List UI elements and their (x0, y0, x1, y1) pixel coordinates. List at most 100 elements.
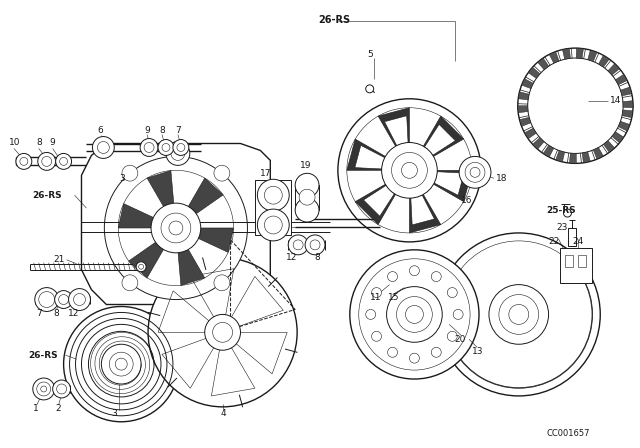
Text: 10: 10 (9, 138, 20, 147)
Text: 19: 19 (300, 161, 312, 170)
Text: 12: 12 (68, 309, 79, 318)
Circle shape (372, 332, 381, 341)
Circle shape (42, 156, 52, 166)
Circle shape (16, 154, 32, 169)
Text: 23: 23 (557, 224, 568, 233)
Circle shape (20, 157, 28, 165)
Polygon shape (518, 92, 529, 100)
Circle shape (295, 198, 319, 222)
Polygon shape (622, 110, 633, 118)
Circle shape (465, 162, 485, 182)
Polygon shape (576, 48, 584, 59)
Polygon shape (608, 64, 620, 75)
Circle shape (499, 294, 539, 334)
Polygon shape (188, 178, 223, 214)
Circle shape (410, 353, 419, 363)
Polygon shape (434, 172, 464, 195)
Circle shape (293, 240, 303, 250)
Circle shape (453, 310, 463, 319)
Circle shape (392, 152, 428, 188)
Circle shape (161, 213, 191, 243)
Text: 7: 7 (36, 309, 42, 318)
Polygon shape (433, 170, 472, 202)
Circle shape (264, 216, 282, 234)
Text: 12: 12 (286, 253, 298, 262)
Circle shape (489, 284, 548, 344)
Circle shape (470, 168, 480, 177)
Text: CC001657: CC001657 (547, 429, 590, 438)
Circle shape (295, 173, 319, 197)
Circle shape (36, 382, 51, 396)
Text: 22: 22 (548, 237, 560, 246)
Text: 11: 11 (370, 293, 381, 302)
Polygon shape (522, 79, 533, 89)
Polygon shape (129, 242, 163, 278)
Polygon shape (588, 50, 597, 61)
Circle shape (305, 235, 325, 255)
Polygon shape (525, 128, 536, 139)
Text: 14: 14 (610, 96, 621, 105)
Polygon shape (81, 143, 270, 305)
Polygon shape (582, 152, 590, 163)
Circle shape (136, 262, 146, 271)
Circle shape (60, 157, 68, 165)
Circle shape (388, 347, 397, 357)
Polygon shape (147, 171, 173, 207)
Circle shape (57, 384, 67, 394)
Polygon shape (618, 121, 630, 131)
Circle shape (109, 352, 133, 376)
Polygon shape (355, 146, 385, 169)
Text: 4: 4 (221, 409, 227, 418)
Text: 3: 3 (119, 174, 125, 183)
Circle shape (431, 347, 441, 357)
Text: 13: 13 (472, 347, 484, 356)
Text: 20: 20 (454, 335, 465, 344)
Text: 18: 18 (496, 174, 508, 183)
Circle shape (381, 142, 437, 198)
Circle shape (166, 142, 190, 165)
Circle shape (173, 139, 189, 155)
Text: 8: 8 (314, 253, 320, 262)
Text: 26-RS: 26-RS (28, 351, 58, 360)
Circle shape (104, 156, 248, 300)
Circle shape (509, 305, 529, 324)
Polygon shape (556, 151, 564, 162)
Circle shape (212, 323, 232, 342)
Bar (566, 255, 573, 267)
Circle shape (38, 152, 56, 170)
Text: 8: 8 (36, 138, 42, 147)
Text: 24: 24 (572, 237, 584, 246)
Bar (568, 228, 577, 246)
Circle shape (59, 294, 68, 305)
Polygon shape (621, 87, 632, 96)
Circle shape (101, 344, 141, 384)
Polygon shape (604, 141, 614, 152)
Polygon shape (570, 153, 577, 164)
Polygon shape (623, 101, 633, 108)
Circle shape (447, 288, 457, 297)
Circle shape (365, 310, 376, 319)
Text: 26-RS: 26-RS (318, 15, 350, 25)
Circle shape (39, 292, 54, 307)
Circle shape (56, 154, 72, 169)
Text: 3: 3 (111, 409, 117, 418)
Circle shape (338, 99, 481, 242)
Text: 5: 5 (368, 50, 374, 59)
Text: 8: 8 (54, 309, 60, 318)
Circle shape (92, 137, 115, 159)
Circle shape (122, 165, 138, 181)
Circle shape (447, 332, 457, 341)
Text: 15: 15 (388, 293, 399, 302)
Polygon shape (355, 184, 396, 224)
Circle shape (264, 186, 282, 204)
Circle shape (162, 143, 170, 151)
Circle shape (257, 179, 289, 211)
Polygon shape (378, 108, 410, 146)
Polygon shape (518, 106, 528, 113)
Circle shape (148, 258, 297, 407)
Bar (579, 255, 586, 267)
Circle shape (52, 380, 70, 398)
Circle shape (33, 378, 54, 400)
Circle shape (406, 306, 423, 323)
Circle shape (158, 139, 174, 155)
